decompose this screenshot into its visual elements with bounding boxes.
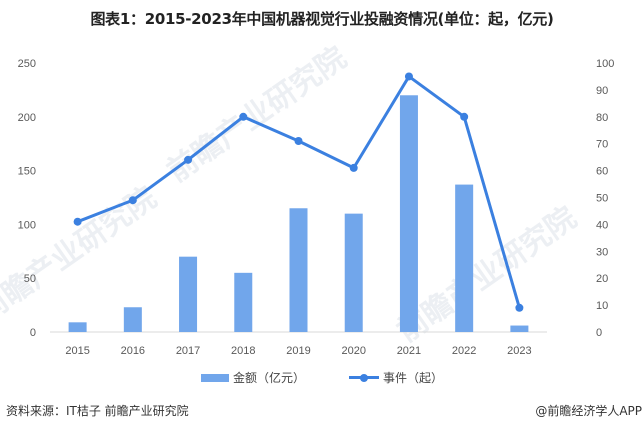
line-point[interactable] (184, 155, 193, 164)
right-tick-label: 60 (596, 166, 608, 178)
line-point[interactable] (460, 112, 469, 121)
x-tick-label: 2016 (121, 345, 145, 357)
x-tick-label: 2023 (507, 345, 531, 357)
source-note: 资料来源：IT桔子 前瞻产业研究院 (6, 404, 189, 418)
line-series (73, 72, 524, 312)
legend-label-events: 事件（起） (383, 371, 444, 385)
left-tick-label: 200 (18, 112, 36, 124)
bar-series (68, 95, 529, 332)
x-tick-label: 2020 (341, 345, 365, 357)
credit-note: @前瞻经济学人APP (535, 404, 642, 418)
legend: 金额（亿元） 事件（起） (0, 369, 644, 386)
left-tick-label: 0 (30, 327, 36, 339)
bar[interactable] (179, 256, 198, 332)
bar[interactable] (344, 213, 363, 332)
right-tick-label: 30 (596, 246, 608, 258)
line-point[interactable] (349, 163, 358, 172)
x-tick-label: 2022 (452, 345, 476, 357)
right-tick-label: 10 (596, 300, 608, 312)
bar[interactable] (289, 208, 308, 332)
right-tick-label: 80 (596, 112, 608, 124)
right-tick-label: 20 (596, 273, 608, 285)
left-tick-label: 100 (18, 219, 36, 231)
right-tick-label: 40 (596, 219, 608, 231)
x-axis-ticks: 2015 2016 2017 2018 2019 2020 2021 2022 2023 (65, 345, 531, 357)
left-tick-label: 150 (18, 166, 36, 178)
chart-title: 图表1：2015-2023年中国机器视觉行业投融资情况(单位：起，亿元) (90, 10, 554, 28)
x-tick-label: 2015 (65, 345, 89, 357)
left-tick-label: 250 (18, 58, 36, 70)
right-tick-label: 100 (596, 58, 614, 70)
line-point[interactable] (404, 72, 413, 81)
bar[interactable] (455, 184, 474, 332)
right-tick-label: 90 (596, 85, 608, 97)
line-point[interactable] (128, 196, 137, 205)
bar[interactable] (68, 322, 87, 332)
x-tick-label: 2019 (286, 345, 310, 357)
line-point[interactable] (515, 303, 524, 312)
legend-item-amount[interactable]: 金额（亿元） (200, 369, 305, 386)
left-tick-label: 50 (24, 273, 36, 285)
bar[interactable] (399, 95, 418, 332)
bar[interactable] (234, 272, 253, 332)
bar[interactable] (123, 307, 142, 332)
line-swatch-icon (349, 373, 379, 382)
line-point[interactable] (294, 137, 303, 146)
right-tick-label: 50 (596, 193, 608, 205)
bar-swatch-icon (200, 373, 229, 382)
left-axis-ticks: 0 50 100 150 200 250 (18, 58, 36, 339)
x-tick-label: 2021 (397, 345, 421, 357)
right-tick-label: 70 (596, 139, 608, 151)
x-tick-label: 2018 (231, 345, 255, 357)
x-tick-label: 2017 (176, 345, 200, 357)
legend-label-amount: 金额（亿元） (232, 371, 305, 385)
line-point[interactable] (73, 217, 82, 226)
line-point[interactable] (239, 112, 248, 121)
right-axis-ticks: 0 10 20 30 40 50 60 70 80 90 100 (596, 58, 614, 339)
right-tick-label: 0 (596, 327, 602, 339)
bar[interactable] (510, 325, 529, 332)
legend-item-events[interactable]: 事件（起） (349, 369, 443, 386)
